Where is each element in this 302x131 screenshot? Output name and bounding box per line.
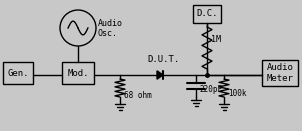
Text: Osc.: Osc. bbox=[98, 29, 118, 37]
Text: Gen.: Gen. bbox=[7, 69, 29, 78]
Bar bbox=[262, 60, 298, 86]
Text: D.C.: D.C. bbox=[196, 10, 218, 18]
Polygon shape bbox=[157, 71, 163, 79]
Text: Mod.: Mod. bbox=[67, 69, 89, 78]
Text: 100k: 100k bbox=[228, 89, 246, 97]
Bar bbox=[193, 5, 221, 23]
Text: Audio: Audio bbox=[98, 18, 123, 28]
Text: 1M: 1M bbox=[211, 34, 221, 43]
Text: Audio
Meter: Audio Meter bbox=[267, 63, 294, 83]
Text: 68 ohm: 68 ohm bbox=[124, 91, 152, 100]
Text: 220pF: 220pF bbox=[199, 84, 222, 94]
Bar bbox=[62, 62, 94, 84]
Text: D.U.T.: D.U.T. bbox=[147, 54, 179, 64]
Bar bbox=[3, 62, 33, 84]
